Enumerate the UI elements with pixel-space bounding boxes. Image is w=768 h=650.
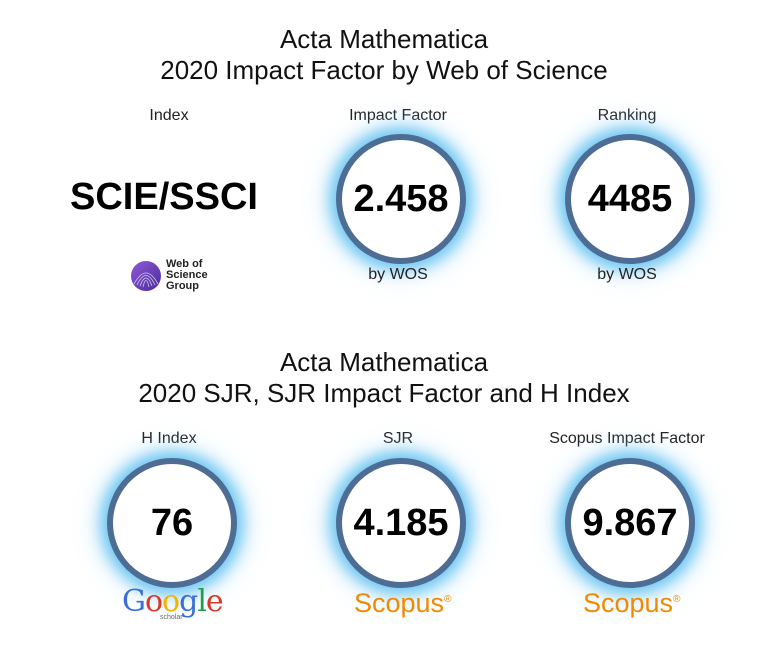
h-index-circle: 76 — [107, 458, 237, 588]
scopus-if-value: 9.867 — [582, 501, 678, 544]
h-index-label: H Index — [141, 430, 197, 447]
sjr-value: 4.185 — [353, 501, 449, 544]
impact-factor-circle: 2.458 — [336, 134, 466, 264]
wos-logo-line2: Science — [166, 268, 208, 281]
web-of-science-logo: Web of Science Group — [130, 258, 208, 292]
ranking-sub: by WOS — [597, 266, 657, 283]
section1-title: Acta Mathematica 2020 Impact Factor by W… — [0, 24, 768, 86]
scopus-logo-2: Scopus® — [583, 588, 680, 619]
sjr-circle: 4.185 — [336, 458, 466, 588]
section2-title-line2: 2020 SJR, SJR Impact Factor and H Index — [138, 378, 630, 408]
web-of-science-icon — [131, 261, 161, 291]
index-label: Index — [149, 107, 189, 124]
section1-title-line1: Acta Mathematica — [279, 24, 489, 54]
google-scholar-logo: Google — [122, 584, 224, 619]
index-value: SCIE/SSCI — [70, 176, 258, 218]
google-scholar-subtext: scholar — [160, 614, 183, 621]
scopus-if-label: Scopus Impact Factor — [549, 430, 705, 447]
impact-factor-sub: by WOS — [368, 266, 428, 283]
section2-title: Acta Mathematica 2020 SJR, SJR Impact Fa… — [0, 347, 768, 409]
impact-factor-label: Impact Factor — [349, 107, 447, 124]
ranking-label: Ranking — [597, 107, 657, 124]
wos-logo-line3: Group — [166, 279, 199, 292]
sjr-label: SJR — [382, 430, 414, 447]
scopus-logo: Scopus® — [354, 588, 451, 619]
ranking-circle: 4485 — [565, 134, 695, 264]
scopus-if-circle: 9.867 — [565, 458, 695, 588]
wos-logo-line1: Web of — [166, 257, 203, 270]
impact-factor-value: 2.458 — [353, 177, 449, 220]
ranking-value: 4485 — [587, 177, 673, 220]
scopus-logo-mark: ® — [444, 594, 452, 605]
scopus-logo-mark-2: ® — [673, 594, 681, 605]
section2-title-line1: Acta Mathematica — [279, 347, 489, 377]
h-index-value: 76 — [150, 501, 194, 544]
section1-title-line2: 2020 Impact Factor by Web of Science — [160, 55, 608, 85]
scopus-logo-text-2: Scopus — [583, 588, 674, 618]
scopus-logo-text: Scopus — [354, 588, 445, 618]
